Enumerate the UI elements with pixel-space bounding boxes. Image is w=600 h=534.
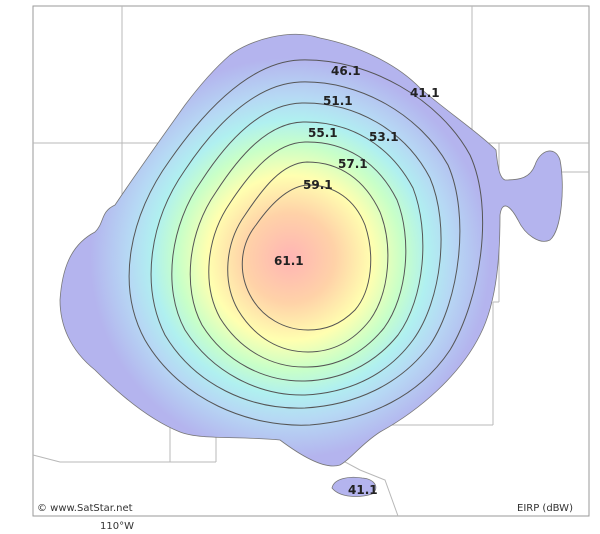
contour-label-61-1: 61.1 <box>274 254 304 268</box>
coverage-area <box>59 34 563 467</box>
contour-label-57-1: 57.1 <box>338 157 368 171</box>
contour-label-55-1: 55.1 <box>308 126 338 140</box>
legend-unit-text: EIRP (dBW) <box>517 503 573 514</box>
contour-label-51-1: 51.1 <box>323 94 353 108</box>
contour-labels: 41.1 46.1 51.1 53.1 55.1 57.1 59.1 61.1 … <box>274 64 440 497</box>
contour-label-59-1: 59.1 <box>303 178 333 192</box>
credit-text: © www.SatStar.net <box>37 503 133 514</box>
coverage-island <box>331 476 377 497</box>
contour-label-53-1: 53.1 <box>369 130 399 144</box>
contour-lines <box>128 59 484 426</box>
contour-label-41-1-north: 41.1 <box>410 86 440 100</box>
contour-label-46-1: 46.1 <box>331 64 361 78</box>
longitude-tick-label: 110°W <box>100 521 134 532</box>
contour-label-41-1-island: 41.1 <box>348 483 378 497</box>
